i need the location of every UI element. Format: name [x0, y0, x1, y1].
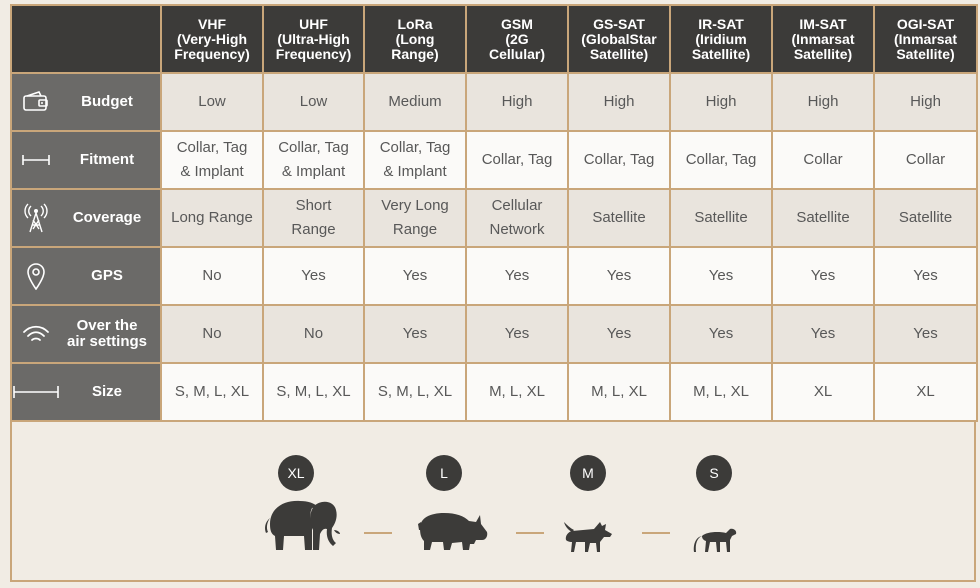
table-row: Coverage Long Range Short Range Very Long R…	[10, 188, 978, 248]
rhino-icon	[418, 513, 488, 550]
table-row: GPS No Yes Yes Yes Yes Yes Yes Yes	[10, 246, 978, 306]
elephant-icon	[265, 500, 340, 550]
table-cell: Yes	[567, 304, 671, 364]
row-header: Budget	[10, 72, 162, 132]
table-cell: No	[160, 304, 264, 364]
size-badge-s: S	[696, 455, 732, 491]
table-cell: Yes	[363, 246, 467, 306]
table-cell: Medium	[363, 72, 467, 132]
table-cell: Satellite	[669, 188, 773, 248]
table-cell: Very Long Range	[363, 188, 467, 248]
table-row: Fitment Collar, Tag & Implant Collar, Tag …	[10, 130, 978, 190]
table-cell: Yes	[873, 246, 978, 306]
antenna-tower-icon	[12, 203, 60, 233]
table-row: Over the air settings No No Yes Yes Yes Yes Yes…	[10, 304, 978, 364]
table-cell: Yes	[771, 304, 875, 364]
table-cell: Yes	[873, 304, 978, 364]
wifi-signal-icon	[12, 324, 60, 344]
table-cell: Collar, Tag & Implant	[363, 130, 467, 190]
table-cell: Short Range	[262, 188, 365, 248]
table-cell: Satellite	[771, 188, 875, 248]
row-header: Over the air settings	[10, 304, 162, 364]
row-header: Size	[10, 362, 162, 422]
row-label: Fitment	[79, 151, 135, 168]
row-label: Size	[91, 383, 122, 400]
column-header-lora: LoRa (Long Range)	[363, 4, 467, 74]
header-row: VHF (Very-High Frequency) UHF (Ultra-Hig…	[10, 4, 978, 74]
table-cell: Yes	[669, 246, 773, 306]
table-cell: Yes	[262, 246, 365, 306]
table-cell: S, M, L, XL	[262, 362, 365, 422]
table-cell: Yes	[771, 246, 875, 306]
table-cell: High	[465, 72, 569, 132]
column-header-im-sat: IM-SAT (Inmarsat Satellite)	[771, 4, 875, 74]
table-row: Budget Low Low Medium High High High High High	[10, 72, 978, 132]
table-cell: High	[771, 72, 875, 132]
corner-cell	[10, 4, 162, 74]
column-header-ogi-sat: OGI-SAT (Inmarsat Satellite)	[873, 4, 978, 74]
table-cell: M, L, XL	[465, 362, 569, 422]
table-cell: High	[669, 72, 773, 132]
size-badge-m: M	[570, 455, 606, 491]
row-label: Coverage	[72, 209, 142, 226]
table-cell: Collar	[873, 130, 978, 190]
table-cell: Long Range	[160, 188, 264, 248]
table-cell: Yes	[669, 304, 773, 364]
row-label: GPS	[91, 267, 123, 284]
column-header-vhf: VHF (Very-High Frequency)	[160, 4, 264, 74]
table-cell: Collar, Tag & Implant	[160, 130, 264, 190]
table-cell: S, M, L, XL	[160, 362, 264, 422]
comparison-table: VHF (Very-High Frequency) UHF (Ultra-Hig…	[10, 4, 978, 422]
location-pin-icon	[12, 262, 60, 290]
table-cell: M, L, XL	[567, 362, 671, 422]
table-cell: Yes	[363, 304, 467, 364]
table-cell: High	[873, 72, 978, 132]
ruler-icon	[12, 385, 60, 399]
table-cell: Satellite	[873, 188, 978, 248]
column-header-gsm: GSM (2G Cellular)	[465, 4, 569, 74]
table-cell: XL	[771, 362, 875, 422]
size-badge-l: L	[426, 455, 462, 491]
row-header: Fitment	[10, 130, 162, 190]
table-cell: No	[262, 304, 365, 364]
row-header: GPS	[10, 246, 162, 306]
table-cell: Satellite	[567, 188, 671, 248]
row-header: Coverage	[10, 188, 162, 248]
table-cell: M, L, XL	[669, 362, 773, 422]
column-header-ir-sat: IR-SAT (Iridium Satellite)	[669, 4, 773, 74]
table-row: Size S, M, L, XL S, M, L, XL S, M, L, XL M, …	[10, 362, 978, 422]
table-cell: High	[567, 72, 671, 132]
measure-icon	[12, 153, 60, 167]
table-cell: Low	[262, 72, 365, 132]
wallet-icon	[12, 91, 60, 113]
row-label: Budget	[81, 93, 133, 110]
table-cell: S, M, L, XL	[363, 362, 467, 422]
table-cell: Collar, Tag	[669, 130, 773, 190]
table-cell: XL	[873, 362, 978, 422]
table-cell: No	[160, 246, 264, 306]
divider-dash	[364, 532, 392, 534]
table-cell: Collar	[771, 130, 875, 190]
table-cell: Yes	[465, 304, 569, 364]
table-cell: Yes	[465, 246, 569, 306]
table-cell: Collar, Tag	[465, 130, 569, 190]
column-header-uhf: UHF (Ultra-High Frequency)	[262, 4, 365, 74]
row-label: Over the air settings	[66, 317, 148, 350]
monkey-icon	[693, 528, 737, 552]
divider-dash	[642, 532, 670, 534]
table-cell: Yes	[567, 246, 671, 306]
column-header-gs-sat: GS-SAT (GlobalStar Satellite)	[567, 4, 671, 74]
divider-dash	[516, 532, 544, 534]
wild-dog-icon	[564, 522, 612, 552]
table-cell: Collar, Tag	[567, 130, 671, 190]
table-cell: Cellular Network	[465, 188, 569, 248]
size-badge-xl: XL	[278, 455, 314, 491]
table-cell: Low	[160, 72, 264, 132]
table-cell: Collar, Tag & Implant	[262, 130, 365, 190]
